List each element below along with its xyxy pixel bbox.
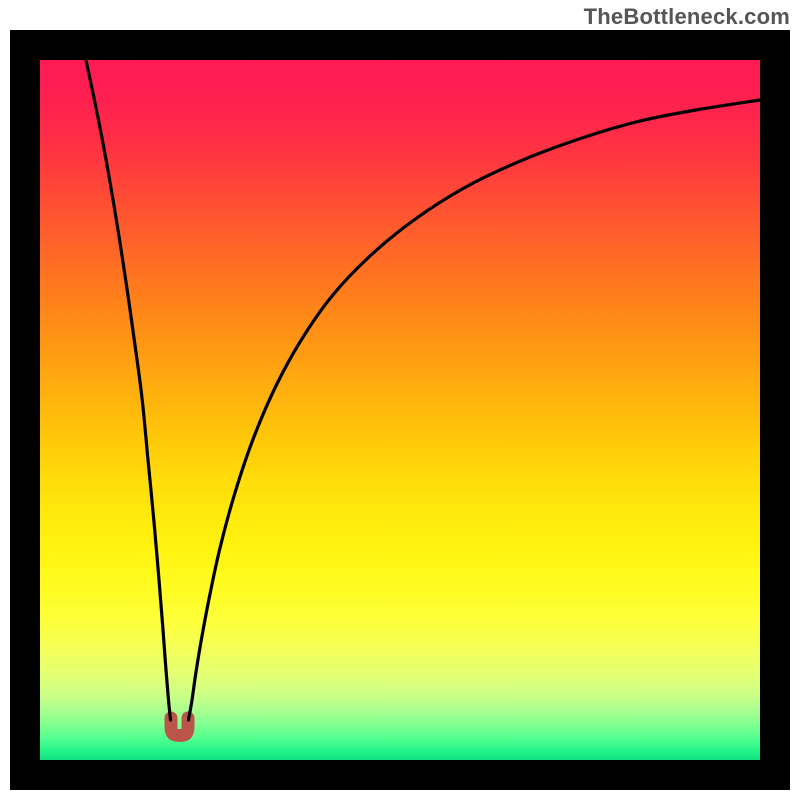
watermark-text: TheBottleneck.com: [584, 4, 790, 30]
chart-svg: [40, 60, 760, 760]
frame-border-top: [10, 30, 790, 60]
stage: TheBottleneck.com: [0, 0, 800, 800]
frame-border-bottom: [10, 760, 790, 790]
gradient-background: [40, 60, 760, 760]
frame-border-right: [760, 30, 790, 790]
frame-border-left: [10, 30, 40, 790]
plot-area: [40, 60, 760, 760]
